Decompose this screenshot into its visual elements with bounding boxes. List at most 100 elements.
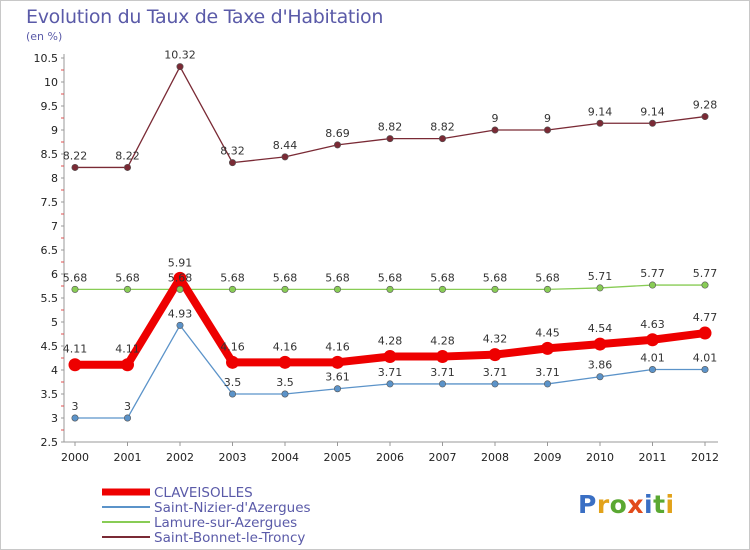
data-point <box>438 285 446 293</box>
data-label: 4.01 <box>693 352 718 365</box>
data-point <box>648 119 656 127</box>
data-label: 3.5 <box>276 376 294 389</box>
data-label: 3.5 <box>224 376 242 389</box>
axes: 2.5 3 3.5 4 4.5 5 5.5 6 6.5 7 7.5 8 8.5 9 9.5 10 10.5 200… <box>34 52 720 464</box>
data-point <box>491 126 499 134</box>
data-label: 8.82 <box>378 121 403 134</box>
data-label: 3.71 <box>430 366 455 379</box>
x-tick-label: 2011 <box>639 451 667 464</box>
y-tick-label: 7.5 <box>41 196 59 209</box>
data-label: 8.22 <box>115 149 140 162</box>
logo-letter: x <box>627 490 644 519</box>
data-point <box>124 285 132 293</box>
data-label: 4.01 <box>640 352 665 365</box>
data-point <box>593 337 607 351</box>
y-tick-label: 4 <box>51 364 58 377</box>
data-point <box>436 350 449 364</box>
data-label: 3 <box>124 400 131 413</box>
data-point <box>333 385 341 393</box>
data-label: 5.68 <box>273 271 298 284</box>
legend-label: CLAVEISOLLES <box>154 485 253 501</box>
data-label: 5.68 <box>378 271 403 284</box>
data-label: 3.71 <box>535 366 560 379</box>
data-label: 9.14 <box>588 105 613 118</box>
x-tick-label: 2012 <box>691 451 719 464</box>
data-label: 4.63 <box>640 318 665 331</box>
data-point <box>281 153 289 161</box>
data-point <box>491 285 499 293</box>
data-point <box>386 135 394 143</box>
data-label: 4.93 <box>168 307 193 320</box>
data-point <box>71 285 79 293</box>
data-label: 10.32 <box>164 49 196 62</box>
data-label: 5.68 <box>63 271 88 284</box>
data-point <box>543 380 551 388</box>
data-label: 8.82 <box>430 121 455 134</box>
data-point <box>331 355 344 369</box>
data-label: 9.28 <box>693 99 718 112</box>
data-point <box>281 285 289 293</box>
logo-letter: o <box>609 490 628 519</box>
x-tick-label: 2002 <box>166 451 194 464</box>
data-point <box>488 348 502 362</box>
y-tick-label: 9 <box>51 124 58 137</box>
data-point <box>386 285 394 293</box>
data-label: 4.16 <box>325 340 350 353</box>
logo-letter: i <box>665 490 675 519</box>
data-label: 4.11 <box>115 343 140 356</box>
data-point <box>701 113 709 121</box>
data-label: 4.28 <box>430 335 455 348</box>
x-tick-label: 2001 <box>114 451 142 464</box>
data-label: 4.45 <box>535 326 560 339</box>
data-point <box>701 281 709 289</box>
data-label: 4.16 <box>273 340 298 353</box>
x-tick-label: 2007 <box>429 451 457 464</box>
data-point <box>124 163 132 171</box>
data-point <box>281 390 289 398</box>
data-point <box>648 281 656 289</box>
data-point <box>543 126 551 134</box>
data-point <box>596 284 604 292</box>
data-point <box>229 159 237 167</box>
y-tick-label: 8 <box>51 172 58 185</box>
data-point <box>438 380 446 388</box>
data-label: 4.28 <box>378 335 403 348</box>
data-point <box>648 366 656 374</box>
logo-letter: t <box>653 490 666 519</box>
legend-label: Saint-Bonnet-le-Troncy <box>154 530 305 546</box>
x-tick-label: 2010 <box>586 451 614 464</box>
data-point <box>68 358 82 372</box>
data-label: 5.68 <box>168 271 193 284</box>
data-label: 8.44 <box>273 139 298 152</box>
data-label: 9 <box>492 112 499 125</box>
data-point <box>278 355 292 369</box>
data-point <box>701 366 709 374</box>
data-point <box>491 380 499 388</box>
data-label: 5.68 <box>325 271 350 284</box>
data-point <box>543 285 551 293</box>
y-tick-label: 2.5 <box>41 436 59 449</box>
data-point <box>698 326 712 340</box>
data-label: 5.91 <box>168 256 193 269</box>
data-point <box>176 321 184 329</box>
data-label: 5.68 <box>535 271 560 284</box>
y-tick-label: 9.5 <box>41 100 59 113</box>
data-label: 8.32 <box>220 145 245 158</box>
data-point <box>124 414 132 422</box>
y-tick-label: 5.5 <box>41 292 59 305</box>
data-label: 3.61 <box>325 371 350 384</box>
series-points <box>68 63 712 422</box>
data-point <box>71 163 79 171</box>
data-point <box>438 135 446 143</box>
y-tick-label: 5 <box>51 316 58 329</box>
data-point <box>173 271 187 285</box>
data-label: 5.68 <box>483 271 508 284</box>
data-label: 3.71 <box>483 366 508 379</box>
data-point <box>646 333 659 347</box>
data-label: 8.22 <box>63 149 88 162</box>
data-point <box>333 285 341 293</box>
data-label: 5.71 <box>588 270 613 283</box>
y-tick-label: 8.5 <box>41 148 59 161</box>
data-point <box>596 119 604 127</box>
